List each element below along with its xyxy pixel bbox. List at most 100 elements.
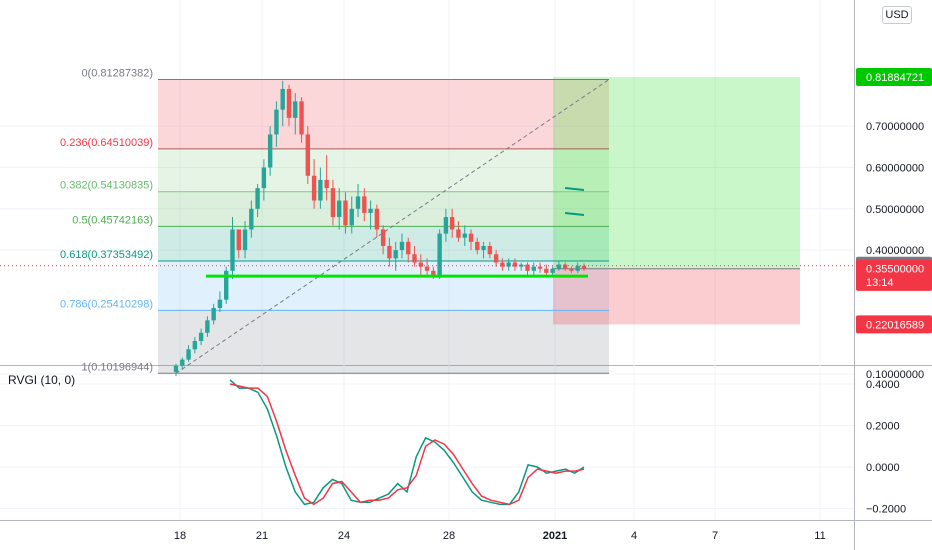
price-axis-label: 0.50000000: [866, 204, 924, 216]
candle-body: [493, 254, 499, 263]
candle-body: [198, 332, 204, 342]
candle-body: [544, 268, 549, 273]
price-axis-label: 0.40000000: [866, 245, 924, 257]
price-tag: [856, 68, 932, 87]
candle-body: [224, 270, 229, 300]
long-stop-zone: [553, 268, 800, 325]
candle-body: [443, 217, 449, 234]
candle-body: [180, 359, 185, 366]
candle-body: [299, 101, 304, 135]
indicator-axis-label: 0.0000: [866, 462, 900, 474]
candle-body: [324, 179, 329, 189]
candle-body: [512, 262, 518, 267]
time-axis-label: 24: [338, 530, 350, 542]
time-axis-label: 18: [174, 530, 186, 542]
candle-body: [186, 349, 191, 360]
indicator-axis-label: −0.2000: [866, 504, 906, 516]
time-axis-label: 2021: [543, 530, 567, 542]
indicator-title: RVGI (10, 0): [8, 373, 76, 387]
fib-level-label: 0(0.81287382): [81, 68, 153, 80]
fib-zone: [158, 79, 609, 149]
candle-body: [556, 264, 562, 269]
candle-body: [311, 175, 317, 201]
price-tag-label: 13:14: [866, 277, 894, 289]
candle-body: [236, 229, 241, 251]
candle-body: [431, 270, 436, 275]
candle-body: [255, 188, 260, 209]
fib-zone: [158, 191, 609, 227]
candle-body: [318, 179, 323, 201]
candle-body: [519, 264, 524, 267]
fib-level-label: 0.5(0.45742163): [72, 214, 153, 226]
candle-body: [449, 217, 455, 230]
fib-zone: [158, 310, 609, 374]
fib-level-label: 1(0.10196944): [81, 361, 153, 373]
time-axis-label: 7: [712, 530, 718, 542]
candle-body: [286, 88, 292, 118]
candle-body: [475, 241, 480, 251]
candle-body: [192, 341, 198, 350]
price-tag: [856, 272, 932, 291]
indicator-axis-label: 0.4000: [866, 379, 900, 391]
candle-body: [531, 266, 536, 271]
fib-level-label: 0.618(0.37353492): [60, 249, 153, 261]
candle-body: [205, 320, 210, 333]
fib-zone: [158, 148, 609, 192]
candle-body: [468, 233, 474, 242]
candle-body: [569, 268, 574, 271]
candle-body: [242, 229, 248, 251]
candle-body: [581, 265, 587, 269]
candle-body: [500, 262, 505, 267]
candle-body: [249, 208, 254, 230]
currency-button[interactable]: USD: [882, 6, 912, 24]
price-axis-label: 0.60000000: [866, 162, 924, 174]
candle-body: [550, 268, 555, 273]
candle-body: [393, 250, 398, 259]
long-target-zone: [553, 77, 800, 269]
candle-body: [274, 109, 279, 135]
time-axis-label: 11: [814, 530, 825, 542]
indicator-axis-label: 0.2000: [866, 421, 900, 433]
candle-body: [330, 188, 336, 218]
candle-body: [487, 245, 493, 255]
fib-level-label: 0.382(0.54130835): [60, 180, 153, 192]
time-axis-label: 4: [631, 530, 637, 542]
fib-level-label: 0.236(0.64510039): [60, 137, 153, 149]
candle-body: [380, 229, 386, 246]
candle-body: [368, 208, 373, 213]
rvgi-line: [229, 379, 585, 506]
candle-body: [456, 229, 461, 238]
price-axis-label: 0.70000000: [866, 121, 924, 133]
candle-body: [537, 266, 543, 269]
candle-body: [387, 245, 392, 259]
price-axis-label: 0.10000000: [866, 369, 924, 381]
candle-body: [462, 233, 467, 238]
candle-body: [305, 134, 311, 176]
candle-body: [418, 262, 423, 267]
candle-body: [173, 365, 179, 373]
candle-body: [437, 233, 442, 275]
candle-body: [337, 200, 342, 218]
fib-trend-line: [175, 79, 610, 374]
drawn-segment: [564, 187, 585, 191]
candle-body: [355, 196, 361, 209]
candle-body: [374, 208, 380, 230]
candle-body: [261, 167, 267, 189]
candle-body: [230, 229, 235, 271]
time-axis-label: 28: [443, 530, 455, 542]
fib-level-label: 0.786(0.25410298): [60, 298, 153, 310]
price-tag-label: 0.81884721: [866, 72, 924, 84]
candle-body: [424, 266, 430, 271]
candle-body: [506, 262, 511, 267]
candle-body: [349, 208, 354, 226]
candle-body: [562, 264, 568, 269]
candle-body: [412, 254, 417, 263]
candle-body: [525, 264, 530, 271]
drawn-segment: [564, 212, 585, 216]
candle-body: [399, 241, 405, 251]
candle-body: [481, 245, 486, 251]
candle-body: [211, 307, 216, 321]
candle-body: [362, 196, 367, 213]
